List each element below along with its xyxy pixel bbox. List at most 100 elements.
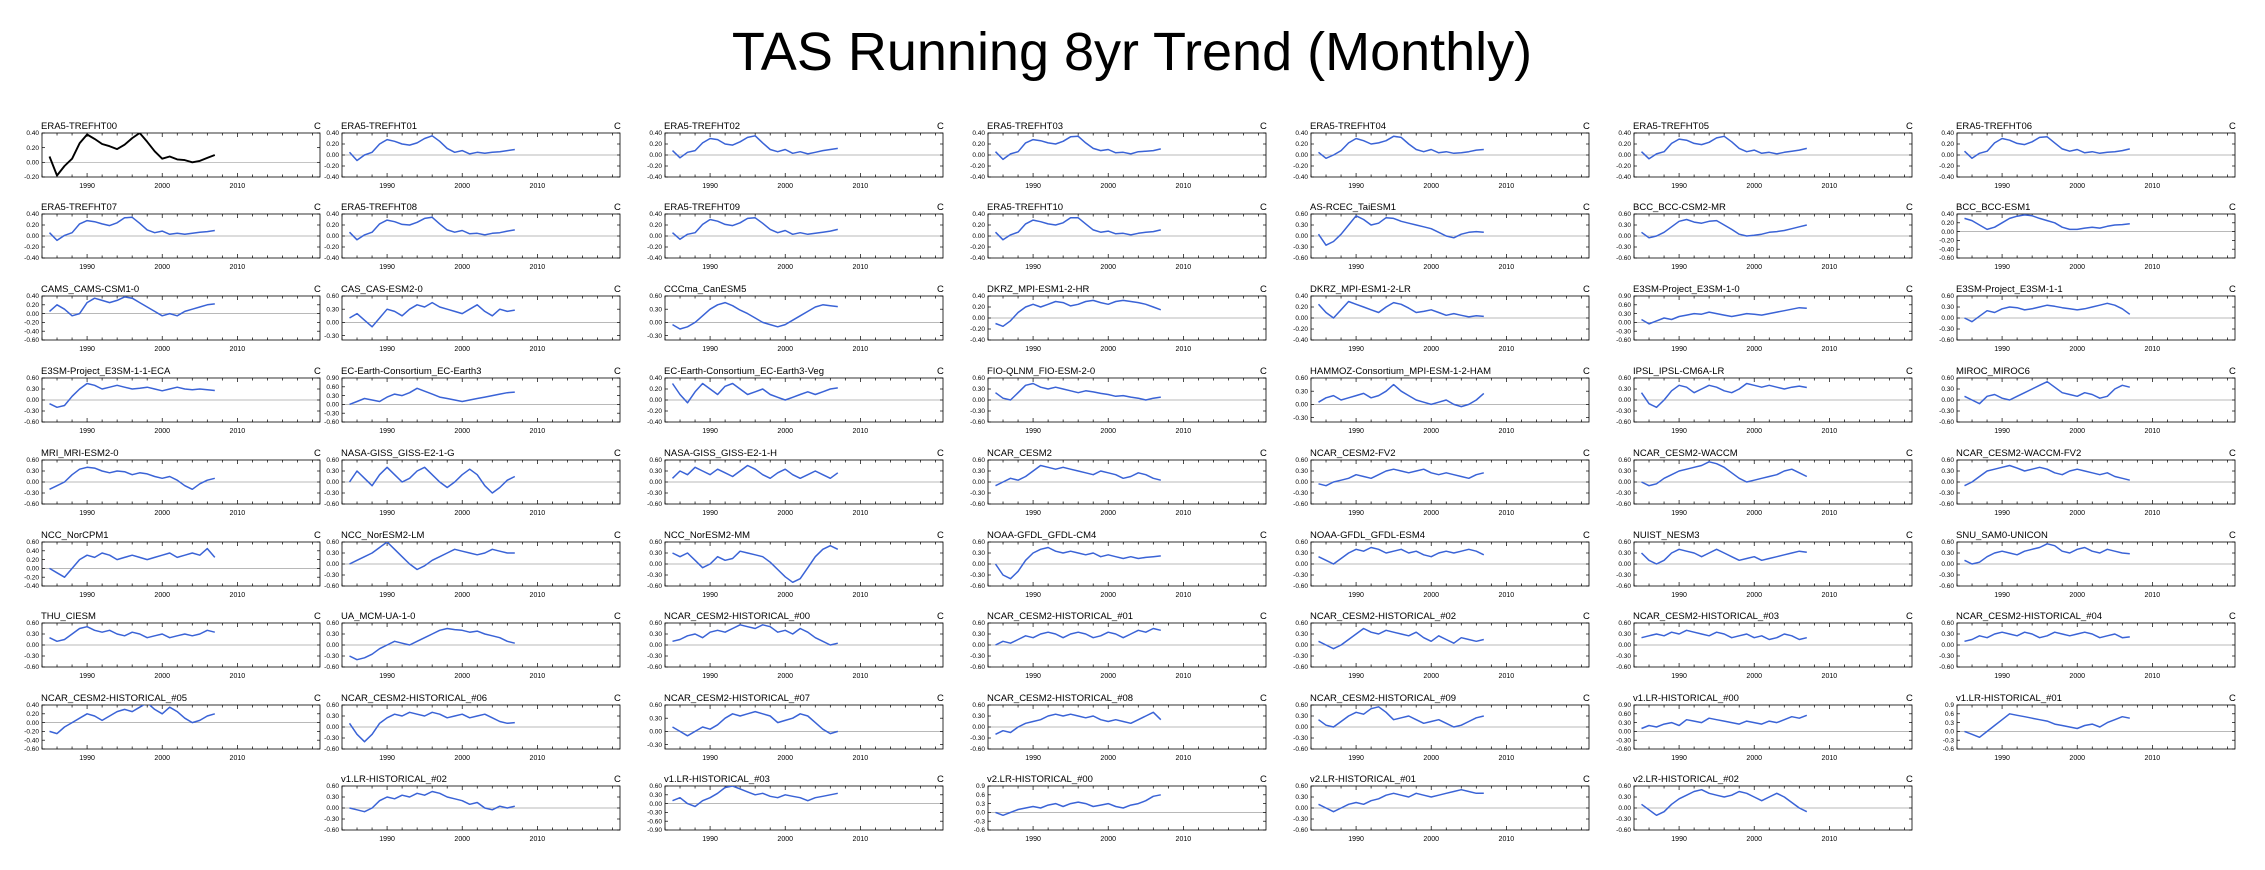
- ytick-label: 0.00: [1295, 561, 1308, 568]
- panel-ncar-cesm2-historical-07: NCAR_CESM2-HISTORICAL_#07 C 0.60 0.30 0.00 -0…: [647, 693, 944, 762]
- units-label: C: [614, 530, 621, 541]
- ytick-label: -0.40: [1293, 174, 1308, 181]
- panel-ncar-cesm2-waccm: NCAR_CESM2-WACCM C 0.60 0.30 0.00 -0.30 -0.60 1…: [1616, 448, 1913, 517]
- xtick-label: 2010: [1499, 510, 1515, 517]
- series-line-bcc-bcc-csm2-mr: [1641, 218, 1807, 239]
- ytick-label: 0.00: [1295, 724, 1308, 731]
- units-label: C: [1906, 202, 1913, 213]
- ytick-label: -0.60: [1939, 664, 1954, 671]
- ytick-label: 0.30: [26, 386, 39, 393]
- xtick-label: 2010: [1499, 183, 1515, 190]
- ytick-label: -0.40: [970, 174, 985, 181]
- xtick-label: 2010: [2145, 510, 2161, 517]
- xtick-label: 2000: [154, 346, 170, 353]
- ytick-label: 0.60: [1295, 783, 1308, 790]
- panel-frame: [41, 132, 321, 178]
- ytick-label: 0.60: [1941, 293, 1954, 300]
- series-line-v1-lr-historical-00: [1641, 714, 1808, 730]
- xtick-label: 1990: [1348, 510, 1364, 517]
- figure-title: TAS Running 8yr Trend (Monthly): [732, 22, 1532, 82]
- panel-title: MIROC_MIROC6: [1956, 366, 2030, 377]
- series-line-era5-trefht08: [348, 216, 515, 241]
- series-line-nasa-giss-giss-e2-1-h: [671, 464, 839, 480]
- series-line-era5-trefht00: [48, 133, 216, 177]
- ytick-label: -0.40: [1293, 337, 1308, 344]
- panel-title: ERA5-TREFHT00: [41, 121, 117, 132]
- xtick-label: 2010: [530, 264, 546, 271]
- ytick-label: -0.30: [24, 490, 39, 497]
- series-line-v1-lr-historical-03: [672, 786, 838, 808]
- xtick-label: 2010: [1176, 264, 1192, 271]
- ytick-label: -0.60: [1616, 827, 1631, 834]
- ytick-label: -0.60: [1293, 583, 1308, 590]
- ytick-label: -0.30: [324, 735, 339, 742]
- ytick-label: -0.30: [24, 408, 39, 415]
- units-label: C: [1906, 448, 1913, 459]
- ytick-label: 0.60: [26, 539, 39, 546]
- ytick-label: 0.30: [326, 550, 339, 557]
- ytick-label: -0.3: [974, 818, 986, 825]
- xtick-label: 2010: [530, 428, 546, 435]
- xtick-label: 1990: [1994, 264, 2010, 271]
- panel-title: v1.LR-HISTORICAL_#00: [1633, 693, 1739, 704]
- xtick-label: 2010: [1822, 264, 1838, 271]
- ytick-label: 0.40: [1941, 130, 1954, 137]
- ytick-label: 0.30: [326, 631, 339, 638]
- xtick-label: 2010: [1176, 836, 1192, 843]
- xtick-label: 2000: [1100, 836, 1116, 843]
- xtick-label: 1990: [1671, 836, 1687, 843]
- ytick-label: 0.30: [1295, 550, 1308, 557]
- units-label: C: [937, 366, 944, 377]
- ytick-label: -0.40: [1939, 246, 1954, 253]
- panel-title: v2.LR-HISTORICAL_#00: [987, 774, 1093, 785]
- panel-dkrz-mpi-esm1-2-lr: DKRZ_MPI-ESM1-2-LR C 0.40 0.20 0.00 -0.20 -0.4…: [1293, 284, 1590, 353]
- panel-v1-lr-historical-03: v1.LR-HISTORICAL_#03 C0.600.300.00-0.30-0…: [647, 774, 944, 843]
- panel-frame: [1956, 213, 2236, 259]
- xtick-label: 2000: [1100, 755, 1116, 762]
- ytick-label: 0.30: [1295, 388, 1308, 395]
- xtick-label: 2010: [853, 428, 869, 435]
- panel-title: BCC_BCC-CSM2-MR: [1633, 202, 1726, 213]
- xtick-label: 2000: [154, 673, 170, 680]
- ytick-label: -0.30: [1616, 490, 1631, 497]
- panel-title: NCAR_CESM2-HISTORICAL_#04: [1956, 611, 2102, 622]
- xtick-label: 2000: [1746, 755, 1762, 762]
- ytick-label: -0.20: [24, 244, 39, 251]
- ytick-label: 0.00: [26, 233, 39, 240]
- units-label: C: [937, 774, 944, 785]
- panel-e3sm-project-e3sm-1-1-eca: E3SM-Project_E3SM-1-1-ECA C 0.60 0.30 0.00 -0…: [24, 366, 321, 435]
- ytick-label: -0.20: [24, 729, 39, 736]
- ytick-label: 0.60: [972, 457, 985, 464]
- ytick-label: 0.40: [972, 211, 985, 218]
- panel-ec-earth-consortium-ec-earth3-veg: EC-Earth-Consortium_EC-Earth3-Veg C 0.40 0.…: [647, 366, 944, 435]
- ytick-label: 0.30: [649, 550, 662, 557]
- ytick-label: 0.30: [1618, 720, 1631, 727]
- ytick-label: 0.3: [1945, 720, 1954, 727]
- panel-title: v1.LR-HISTORICAL_#01: [1956, 693, 2062, 704]
- series-line-ua-mcm-ua-1-0: [349, 627, 515, 661]
- ytick-label: -0.20: [24, 574, 39, 581]
- units-label: C: [1583, 530, 1590, 541]
- ytick-label: 0.30: [972, 468, 985, 475]
- panel-frame: [41, 295, 321, 341]
- xtick-label: 2000: [1423, 183, 1439, 190]
- ytick-label: 0.30: [1618, 550, 1631, 557]
- ytick-label: -0.30: [1616, 737, 1631, 744]
- xtick-label: 2010: [853, 510, 869, 517]
- ytick-label: 0.20: [1295, 141, 1308, 148]
- xtick-label: 1990: [1025, 346, 1041, 353]
- ytick-label: 0.00: [326, 642, 339, 649]
- xtick-label: 2000: [2069, 428, 2085, 435]
- xtick-label: 1990: [1671, 346, 1687, 353]
- ytick-label: 0.60: [26, 375, 39, 382]
- panel-era5-trefht06: ERA5-TREFHT06 C 0.40 0.20 0.00 -0.20 -0.40 1990…: [1939, 121, 2236, 190]
- ytick-label: -0.20: [1939, 238, 1954, 245]
- xtick-label: 1990: [79, 346, 95, 353]
- ytick-label: -0.30: [970, 572, 985, 579]
- xtick-label: 2010: [230, 673, 246, 680]
- ytick-label: -0.30: [324, 653, 339, 660]
- ytick-label: -0.30: [1293, 490, 1308, 497]
- ytick-label: 0.60: [1295, 539, 1308, 546]
- panel-cas-cas-esm2-0: CAS_CAS-ESM2-0 C 0.60 0.30 0.00 -0.30 1990 2000…: [324, 284, 621, 353]
- ytick-label: 0.00: [972, 561, 985, 568]
